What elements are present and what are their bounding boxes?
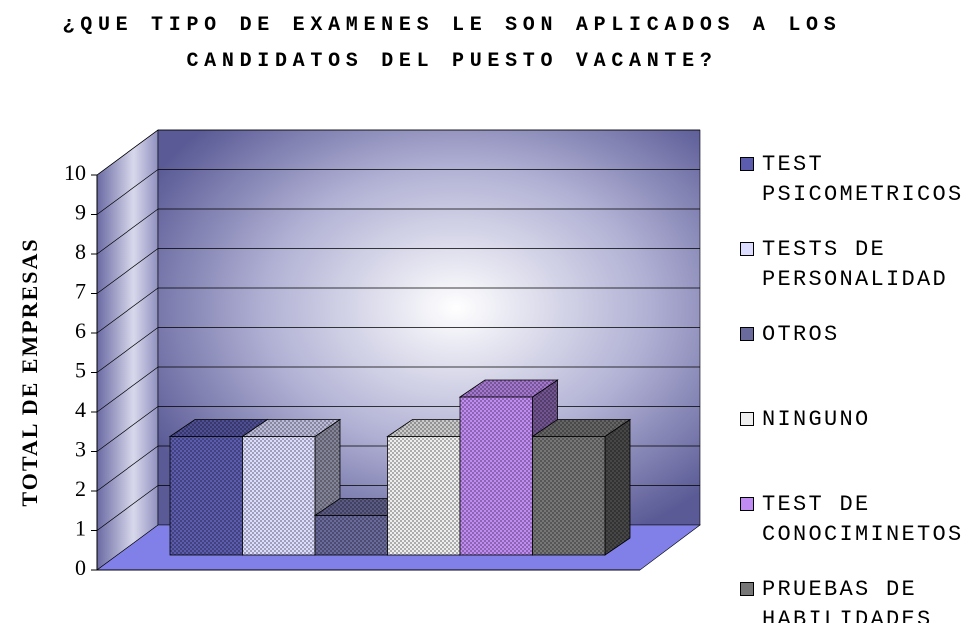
grid-line	[96, 287, 159, 334]
grid-line	[96, 169, 159, 215]
bar-front	[532, 436, 606, 556]
legend-swatch	[740, 497, 754, 511]
legend-swatch	[740, 157, 754, 171]
y-tick-label: 2	[75, 476, 86, 501]
legend-label: NINGUNO	[762, 407, 871, 432]
grid-line	[96, 406, 159, 452]
grid-line	[96, 129, 159, 176]
y-tick-label: 9	[75, 200, 86, 225]
legend-swatch	[740, 582, 754, 596]
y-tick-label: 10	[64, 160, 86, 185]
y-tick-label: 8	[75, 239, 86, 264]
grid-line	[96, 327, 159, 373]
legend-swatch	[740, 412, 754, 426]
y-tick-label: 6	[75, 318, 86, 343]
grid-line	[96, 366, 159, 413]
bar-side	[604, 418, 631, 556]
legend-swatch	[740, 242, 754, 256]
bar-front	[314, 515, 388, 556]
bar-front	[242, 436, 316, 556]
legend: TEST PSICOMETRICOS TESTS DE PERSONALIDAD O…	[740, 0, 974, 623]
bar-front	[169, 436, 243, 556]
grid-line	[96, 208, 159, 255]
y-tick-label: 7	[75, 279, 86, 304]
grid-line	[96, 248, 159, 294]
y-tick-label: 3	[75, 437, 86, 462]
bar-front	[459, 396, 533, 556]
legend-swatch	[740, 327, 754, 341]
legend-label: PRUEBAS DE HABILIDADES	[762, 577, 933, 623]
grid-line	[96, 445, 159, 492]
legend-label: TEST DE CONOCIMINETOS	[762, 492, 964, 547]
y-tick-label: 4	[75, 397, 86, 422]
y-tick-label: 1	[75, 516, 86, 541]
legend-label: OTROS	[762, 322, 840, 347]
legend-label: TESTS DE PERSONALIDAD	[762, 237, 949, 292]
bar-front	[387, 436, 461, 556]
legend-label: TEST PSICOMETRICOS	[762, 152, 964, 207]
y-axis-label: TOTAL DE EMPRESAS	[17, 237, 42, 506]
bar	[531, 418, 632, 556]
y-tick-label: 5	[75, 358, 86, 383]
grid-line	[96, 485, 159, 531]
chart-title: ¿QUE TIPO DE EXAMENES LE SON APLICADOS A…	[62, 14, 842, 73]
y-tick-label: 0	[75, 555, 86, 580]
